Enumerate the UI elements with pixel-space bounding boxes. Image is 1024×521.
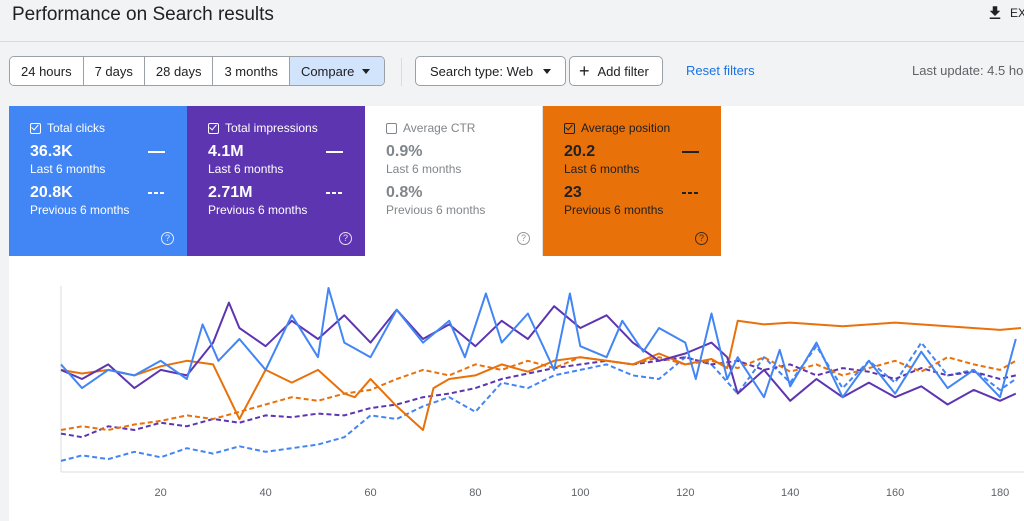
performance-panel: Total clicks 36.3K Last 6 months 20.8K P… [9,106,1024,521]
card-label: Average CTR [403,121,476,135]
performance-line-chart[interactable]: 20 40 60 80 100 120 140 160 180 [9,256,1024,521]
x-tick-label: 40 [259,487,271,499]
checkbox-total-impressions[interactable] [208,122,219,134]
x-tick-label: 100 [571,487,589,499]
add-filter-button[interactable]: + Add filter [569,56,663,86]
current-value: 0.9% [386,143,423,160]
plus-icon: + [579,61,590,81]
page-title: Performance on Search results [12,4,274,25]
metric-card-total-clicks[interactable]: Total clicks 36.3K Last 6 months 20.8K P… [9,106,187,256]
current-period: Last 6 months [30,162,106,176]
series-line-average-position-previous[interactable] [60,356,1017,431]
series-line-total-impressions-previous[interactable] [60,356,1017,439]
series-line-total-clicks-current[interactable] [60,287,1017,399]
header-divider [0,41,1024,42]
card-label: Total clicks [47,121,106,135]
dashed-line-legend-icon [148,192,165,194]
range-28-days[interactable]: 28 days [144,57,214,85]
previous-value: 23 [564,184,582,201]
x-tick-label: 80 [469,487,481,499]
x-tick-label: 60 [364,487,376,499]
solid-line-legend-icon [148,151,165,153]
current-period: Last 6 months [386,162,462,176]
solid-line-legend-icon [682,151,699,153]
checkbox-total-clicks[interactable] [30,122,41,134]
last-update-text: Last update: 4.5 ho [912,63,1024,78]
search-type-label: Search type: Web [430,63,534,79]
help-icon[interactable]: ? [517,232,530,245]
dashed-line-legend-icon [682,192,699,194]
filter-toolbar: 24 hours 7 days 28 days 3 months Compare… [0,42,1024,98]
export-button[interactable]: EX [986,4,1024,22]
reset-filters-link[interactable]: Reset filters [686,63,755,78]
range-compare-dropdown[interactable]: Compare [289,57,385,85]
x-tick-label: 140 [781,487,799,499]
solid-line-legend-icon [326,151,343,153]
previous-period: Previous 6 months [30,203,130,217]
series-line-total-clicks-previous[interactable] [60,341,1017,462]
checkbox-average-ctr[interactable] [386,122,397,134]
caret-down-icon [543,68,552,74]
current-value: 36.3K [30,143,73,160]
metric-card-average-position[interactable]: Average position 20.2 Last 6 months 23 P… [543,106,721,256]
card-label: Average position [581,121,671,135]
card-label: Total impressions [225,121,318,135]
caret-down-icon [362,68,371,74]
previous-value: 20.8K [30,184,73,201]
metric-card-total-impressions[interactable]: Total impressions 4.1M Last 6 months 2.7… [187,106,365,256]
help-icon[interactable]: ? [339,232,352,245]
x-tick-label: 160 [886,487,904,499]
current-period: Last 6 months [564,162,640,176]
current-value: 20.2 [564,143,596,160]
current-value: 4.1M [208,143,244,160]
x-tick-label: 180 [991,487,1009,499]
page-header: Performance on Search results EX [0,0,1024,42]
previous-period: Previous 6 months [208,203,308,217]
x-tick-layer: 20 40 60 80 100 120 140 160 180 [155,487,1010,499]
download-icon [989,6,1001,19]
current-period: Last 6 months [208,162,284,176]
search-type-dropdown[interactable]: Search type: Web [415,56,567,86]
x-tick-label: 20 [155,487,167,499]
toolbar-separator [401,58,402,86]
x-tick-label: 120 [676,487,694,499]
series-layer [60,287,1022,462]
series-line-total-impressions-current[interactable] [60,301,1017,406]
add-filter-label: Add filter [597,63,649,79]
range-7-days[interactable]: 7 days [83,57,145,85]
dashed-line-legend-icon [326,192,343,194]
range-24-hours[interactable]: 24 hours [10,57,84,85]
metric-card-average-ctr[interactable]: Average CTR 0.9% Last 6 months 0.8% Prev… [365,106,543,256]
series-line-average-position-current[interactable] [60,319,1022,431]
date-range-group: 24 hours 7 days 28 days 3 months Compare [9,56,386,86]
range-3-months[interactable]: 3 months [213,57,290,85]
previous-value: 0.8% [386,184,423,201]
help-icon[interactable]: ? [161,232,174,245]
help-icon[interactable]: ? [695,232,708,245]
previous-period: Previous 6 months [564,203,664,217]
previous-period: Previous 6 months [386,203,486,217]
export-label: EX [1010,6,1024,20]
compare-label: Compare [300,63,355,79]
checkbox-average-position[interactable] [564,122,575,134]
previous-value: 2.71M [208,184,253,201]
